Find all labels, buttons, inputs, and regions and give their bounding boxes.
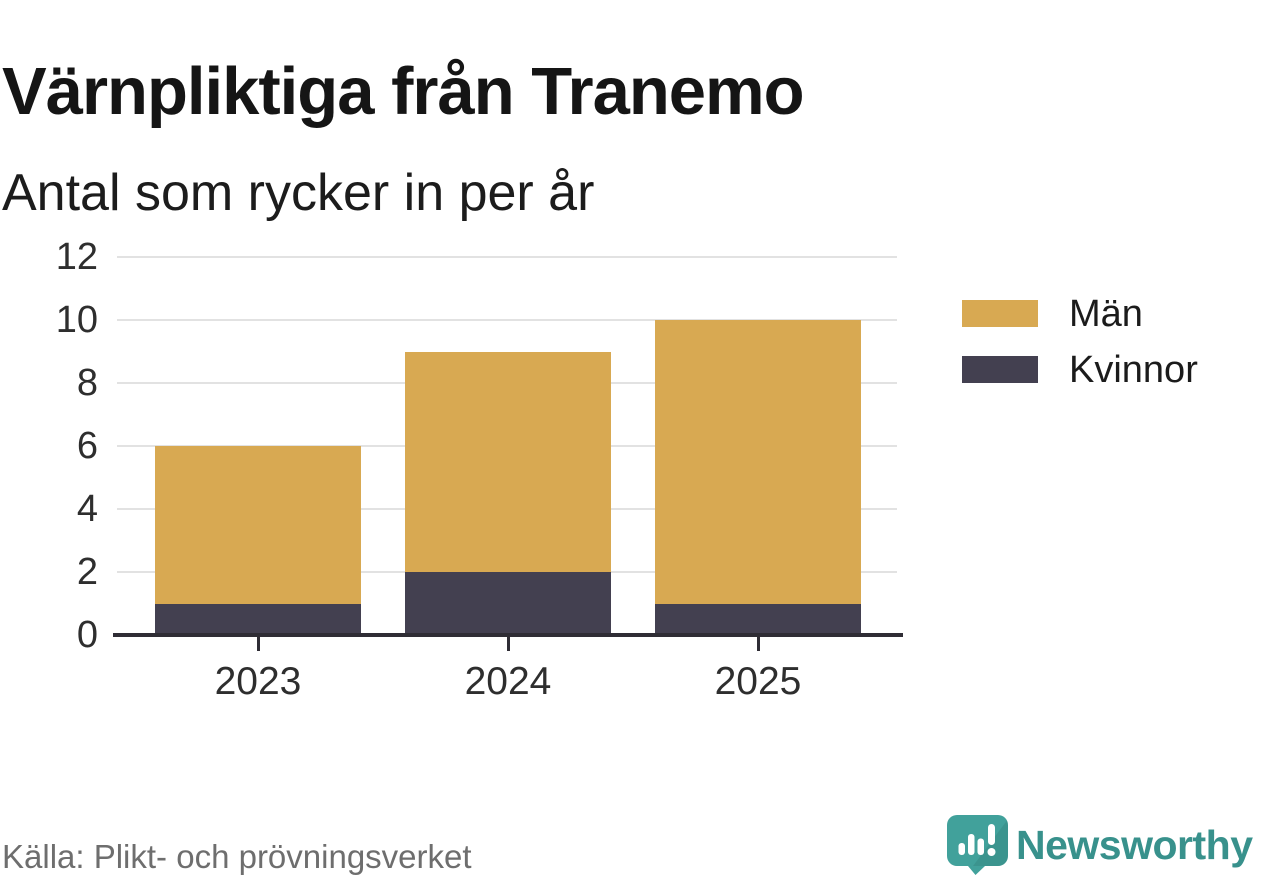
brand-wordmark: Newsworthy	[1016, 821, 1253, 868]
y-axis-tick-label: 12	[55, 236, 98, 278]
legend-label: Kvinnor	[1069, 348, 1198, 391]
gridline	[117, 319, 897, 321]
legend-item-kvinnor: Kvinnor	[962, 351, 1198, 389]
y-axis-tick-label: 0	[76, 614, 98, 656]
bar-segment-män-2025	[655, 320, 861, 604]
x-axis-tick	[506, 637, 510, 651]
x-axis-label: 2025	[714, 660, 802, 703]
bar-segment-kvinnor-2024	[405, 572, 611, 635]
x-axis-label: 2023	[214, 660, 302, 703]
gridline	[117, 256, 897, 258]
y-axis-tick-label: 8	[76, 362, 98, 404]
y-axis-tick-label: 6	[76, 425, 98, 467]
bar-segment-kvinnor-2025	[655, 603, 861, 635]
newsworthy-speech-bubble-chart-icon	[947, 815, 1008, 875]
chart-subtitle: Antal som rycker in per år	[2, 164, 595, 222]
x-axis-label: 2024	[464, 660, 552, 703]
source-note: Källa: Plikt- och prövningsverket	[2, 838, 472, 875]
legend-swatch	[962, 356, 1038, 383]
bar-segment-män-2024	[405, 351, 611, 572]
x-axis-tick	[756, 637, 760, 651]
legend-label: Män	[1069, 292, 1143, 335]
bar-segment-kvinnor-2023	[155, 603, 361, 635]
y-axis-tick-label: 2	[76, 551, 98, 593]
x-axis-tick	[256, 637, 260, 651]
bar-segment-män-2023	[155, 446, 361, 604]
y-axis-tick-label: 10	[55, 299, 98, 341]
chart-title: Värnpliktiga från Tranemo	[2, 53, 805, 129]
legend-swatch	[962, 300, 1038, 327]
y-axis-tick-label: 4	[76, 488, 98, 530]
x-axis-line	[113, 633, 903, 637]
brand-logo: Newsworthy	[947, 814, 1253, 876]
legend: Män Kvinnor	[962, 295, 1198, 412]
legend-item-män: Män	[962, 295, 1198, 333]
